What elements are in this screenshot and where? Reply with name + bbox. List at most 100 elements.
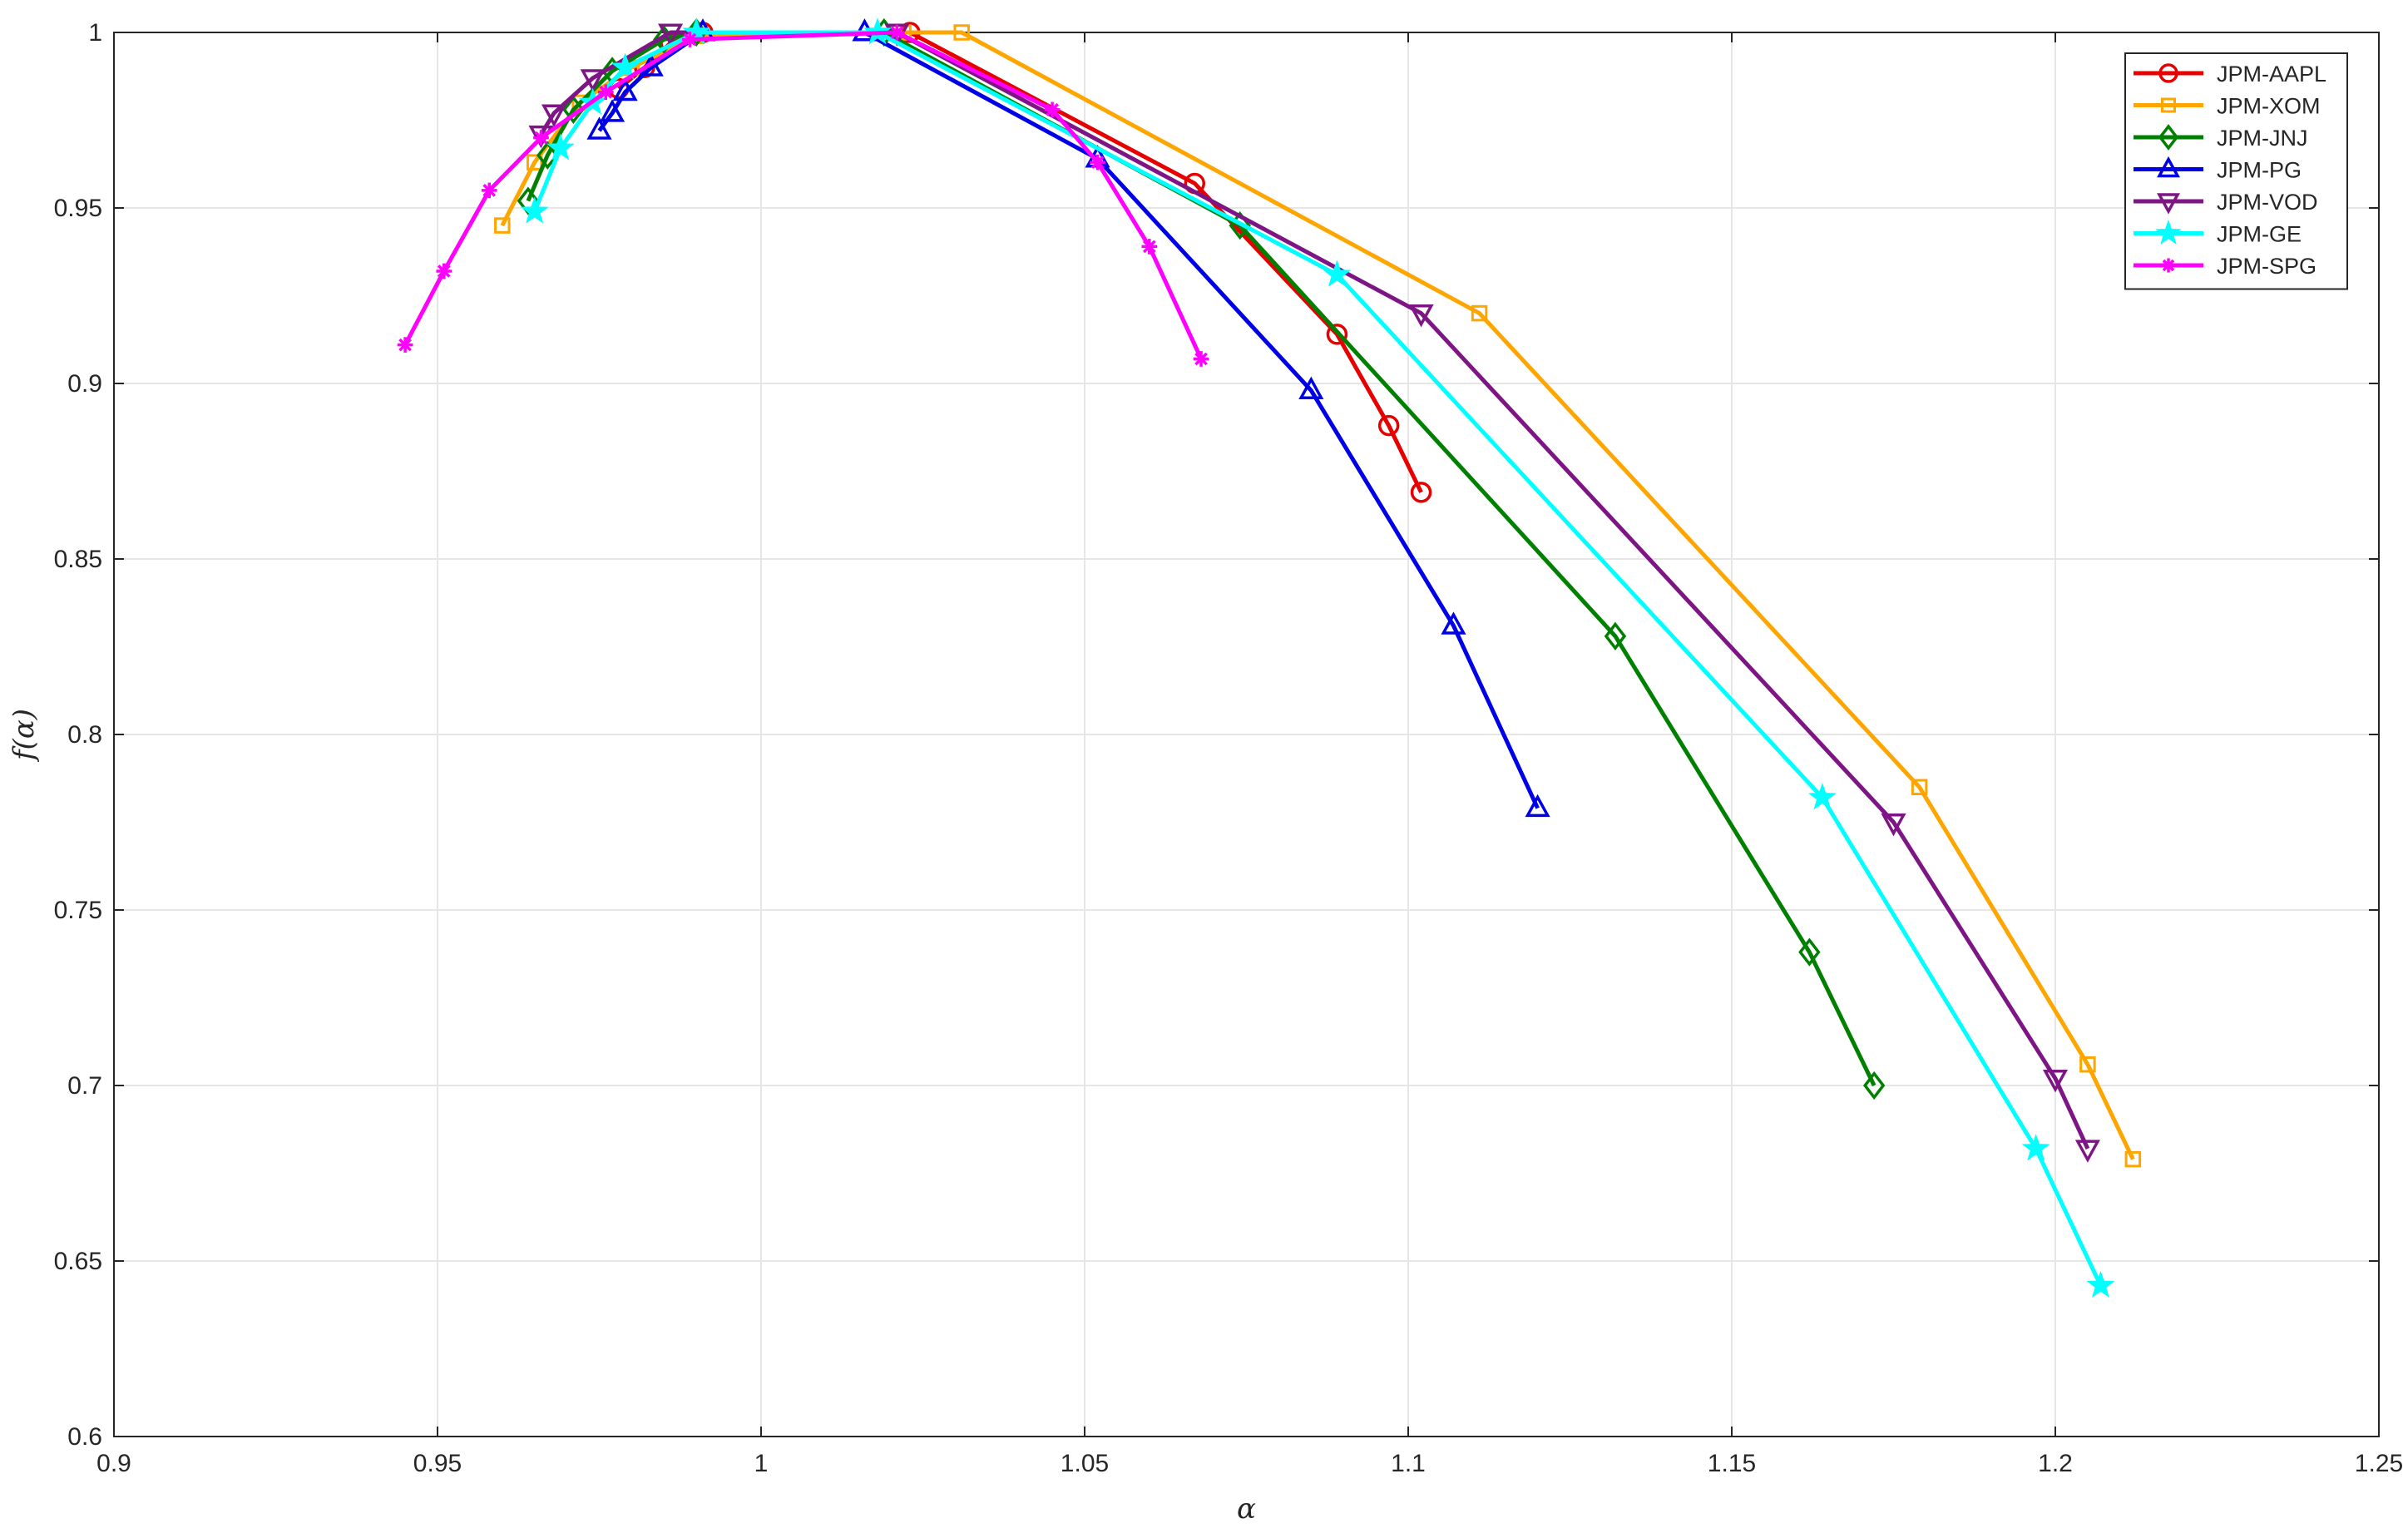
data-point [611,52,640,80]
legend-label: JPM-XOM [2217,94,2321,119]
data-point [682,32,698,47]
legend-item[interactable]: JPM-SPG [2134,254,2317,279]
data-point [889,24,905,41]
data-point [1298,376,1324,399]
x-tick-label: 1.15 [1708,1450,1756,1477]
data-point [533,130,549,146]
y-tick-label: 0.65 [54,1248,102,1275]
data-point-stroke [482,184,497,197]
legend-label: JPM-VOD [2217,190,2318,215]
data-point [586,116,612,140]
data-point [612,77,638,101]
axes: 0.9 0.95 1 1.05 1.1 1.15 1.2 1.25 0.6 0.65 0.7 0.75… [54,19,2404,1477]
data-point-stroke [1142,240,1156,254]
data-point [1326,324,1348,345]
legend-item[interactable]: JPM-VOD [2134,190,2318,215]
data-point [536,141,559,170]
data-point-stroke [534,131,548,145]
data-point-stroke [890,26,904,39]
data-point [2157,193,2180,215]
data-point [520,196,549,224]
data-point [1862,1071,1886,1100]
data-point [1408,304,1434,328]
data-point [1911,779,1928,796]
data-point [580,69,606,92]
data-point [436,263,452,279]
legend[interactable]: JPM-AAPL JPM-XOM JPM-JNJ JPM-PG JPM-VOD JPM-G… [2124,52,2348,290]
axes-box [113,32,2380,1437]
data-point [2155,220,2182,245]
data-point [541,104,567,127]
data-point [953,24,970,41]
y-tick-label: 1 [88,19,102,47]
legend-label: JPM-SPG [2217,254,2317,279]
data-point [494,217,511,234]
y-tick-label: 0.6 [67,1423,102,1451]
data-point [1323,260,1352,287]
y-tick-label: 0.85 [54,546,102,573]
data-point [1525,794,1550,818]
data-point [1441,611,1466,635]
data-point [2158,124,2179,151]
x-tick-label: 1.2 [2038,1450,2073,1477]
data-point [1377,414,1400,437]
data-point [517,186,540,215]
data-point [1471,304,1488,322]
grid [113,32,2380,1437]
data-point [1141,239,1158,255]
data-point-stroke [599,85,613,99]
data-point [2158,63,2178,83]
data-point-stroke [1046,102,1059,116]
data-point [597,84,614,101]
legend-label: JPM-GE [2217,222,2302,247]
data-point-stroke [398,338,412,352]
data-point [1604,621,1627,651]
x-axis-title: α [1237,1492,1256,1526]
data-point [2079,1056,2096,1073]
data-point [1798,937,1821,967]
series-lines [397,17,2142,1298]
data-point-stroke [2162,259,2175,272]
legend-item[interactable]: JPM-GE [2134,220,2302,247]
x-tick-label: 1.25 [2355,1450,2403,1477]
data-point [1193,351,1209,367]
series-line [532,30,2103,1287]
data-point [481,182,497,199]
data-point [600,99,625,122]
y-tick-label: 0.9 [67,370,102,398]
x-tick-label: 0.95 [413,1450,462,1477]
data-point [546,133,575,161]
data-point [2161,97,2176,113]
data-point [1044,101,1061,118]
legend-label: JPM-AAPL [2217,62,2326,87]
legend-item[interactable]: JPM-AAPL [2134,62,2326,87]
legend-item[interactable]: JPM-XOM [2134,94,2321,119]
series-jpm-spg [397,24,1209,367]
legend-item[interactable]: JPM-JNJ [2134,124,2308,151]
data-point [2157,156,2180,178]
data-point [653,25,675,54]
y-tick-label: 0.8 [67,721,102,749]
data-point-stroke [683,32,697,47]
legend-label: JPM-PG [2217,158,2302,183]
x-tick-label: 1 [754,1450,769,1477]
y-tick-label: 0.75 [54,897,102,924]
data-point [658,23,684,47]
data-point [2124,1150,2142,1168]
legend-label: JPM-JNJ [2217,126,2308,151]
y-tick-label: 0.95 [54,195,102,222]
data-point [1807,783,1837,810]
data-point [397,337,413,353]
legend-item[interactable]: JPM-PG [2134,156,2302,183]
x-tick-label: 0.9 [96,1450,131,1477]
y-axis-title: f(α) [7,709,41,763]
data-point [1090,154,1105,171]
data-point [1410,482,1432,503]
data-point [2021,1134,2050,1161]
data-point [2086,1270,2115,1298]
x-tick-label: 1.05 [1061,1450,1109,1477]
data-point-stroke [1090,156,1105,169]
x-tick-label: 1.1 [1391,1450,1426,1477]
